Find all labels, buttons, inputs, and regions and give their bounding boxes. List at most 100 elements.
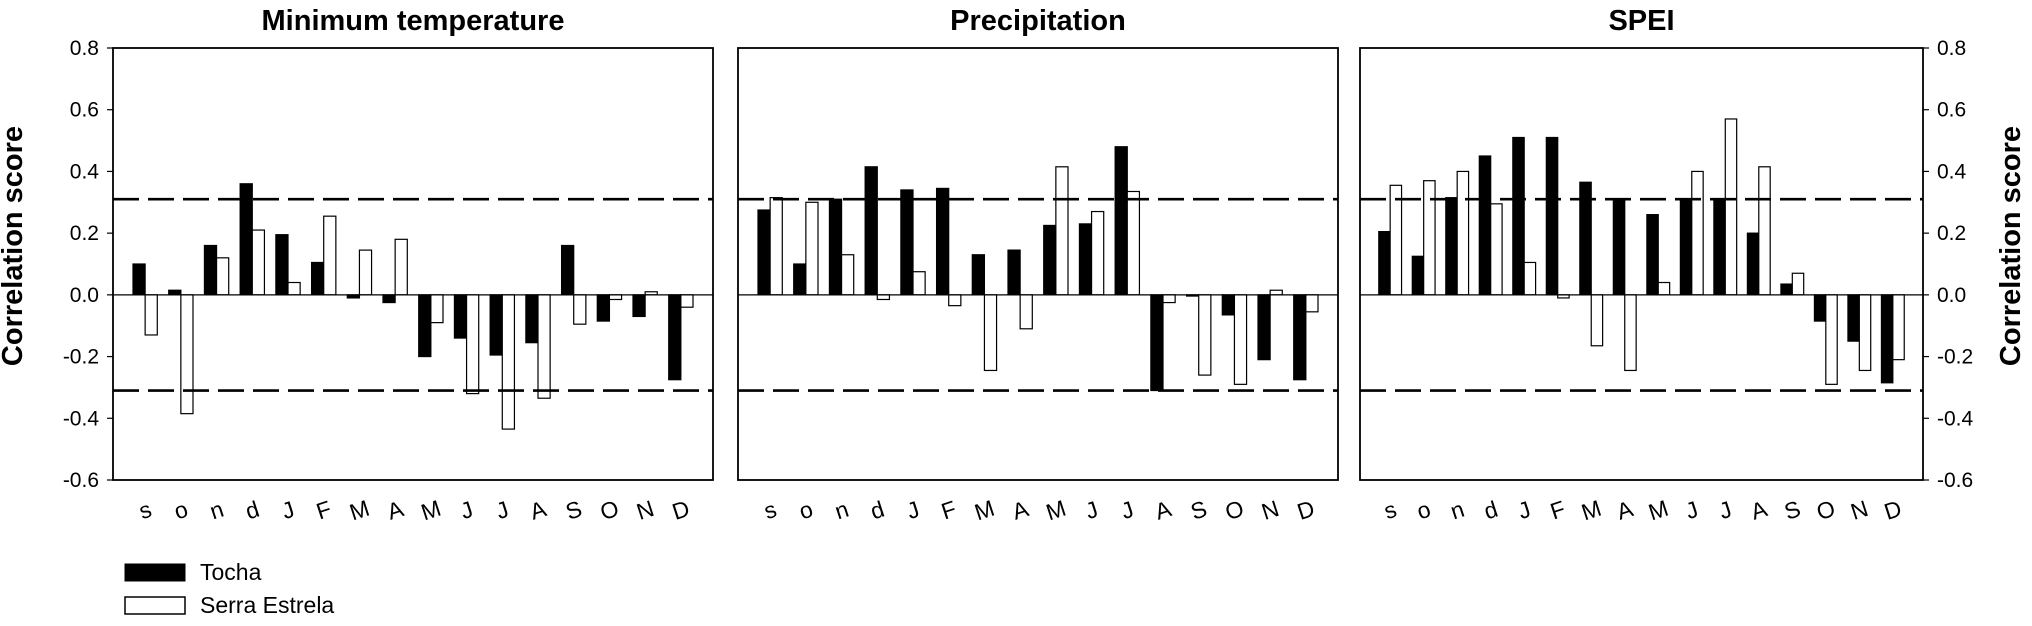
category-label: s	[761, 496, 780, 524]
bar-tocha-11	[489, 294, 503, 356]
category-label: F	[938, 495, 959, 524]
category-label: F	[1547, 495, 1568, 524]
y-tick-label: -0.6	[63, 469, 99, 492]
bar-tocha-6	[1545, 136, 1559, 296]
legend-label-serra-estrela: Serra Estrela	[200, 592, 334, 618]
category-label: N	[1847, 495, 1871, 525]
bar-tocha-5	[900, 189, 914, 296]
bar-serra-estrela-8	[394, 238, 408, 296]
bar-serra-estrela-13	[1198, 294, 1212, 376]
category-label: n	[206, 496, 226, 525]
category-label: A	[384, 495, 407, 525]
bar-serra-estrela-5	[287, 281, 301, 296]
bar-serra-estrela-9	[1055, 166, 1069, 296]
category-label: s	[1381, 496, 1400, 524]
y-tick-label: 0.8	[70, 37, 99, 60]
bar-serra-estrela-2	[1423, 180, 1436, 296]
category-label: J	[493, 496, 512, 524]
category-label: M	[971, 495, 997, 526]
bar-serra-estrela-11	[501, 294, 516, 430]
bar-tocha-8	[1612, 200, 1626, 296]
y-axis-label-right: Correlation score	[1995, 126, 2027, 366]
bar-serra-estrela-3	[840, 254, 855, 296]
category-label: J	[1682, 496, 1701, 524]
bar-serra-estrela-11	[1724, 118, 1738, 296]
category-label: A	[1152, 495, 1175, 525]
category-label: M	[1645, 495, 1671, 526]
category-label: O	[1813, 495, 1838, 525]
y-tick-label: -0.4	[63, 407, 100, 430]
y-tick-label: 0.6	[70, 99, 99, 122]
category-label: J	[279, 496, 298, 524]
category-label: S	[1187, 495, 1210, 524]
bar-serra-estrela-8	[1624, 294, 1637, 372]
bar-serra-estrela-10	[465, 294, 480, 395]
bar-serra-estrela-12	[1162, 294, 1176, 304]
bar-tocha-2	[168, 289, 182, 296]
bar-serra-estrela-10	[1691, 170, 1704, 296]
bar-tocha-13	[560, 244, 575, 296]
category-label: J	[904, 496, 923, 524]
bar-tocha-4	[864, 166, 878, 296]
category-label: D	[1881, 495, 1905, 525]
category-label: J	[1082, 496, 1101, 524]
category-label: M	[346, 495, 372, 526]
bar-tocha-15	[1847, 294, 1860, 342]
bar-tocha-1	[757, 209, 771, 296]
bar-tocha-3	[203, 244, 218, 296]
bar-serra-estrela-7	[358, 249, 373, 296]
bar-tocha-13	[1780, 283, 1793, 296]
y-tick-label: -0.2	[63, 346, 99, 369]
bar-serra-estrela-14	[1233, 294, 1248, 385]
bar-serra-estrela-16	[1892, 294, 1905, 361]
y-tick-label: 0.6	[1937, 99, 1966, 122]
category-label: o	[796, 496, 816, 525]
plot-frame	[737, 47, 1339, 481]
y-tick-label: 0.4	[1937, 160, 1967, 183]
category-label: N	[1258, 495, 1282, 525]
bar-serra-estrela-1	[769, 197, 783, 296]
bar-serra-estrela-9	[430, 294, 444, 324]
category-label: M	[1578, 495, 1604, 526]
y-tick-label: 0.8	[1937, 37, 1966, 60]
category-label: o	[1414, 496, 1434, 525]
bar-tocha-14	[1813, 294, 1827, 322]
bar-serra-estrela-15	[1269, 289, 1283, 296]
legend: Tocha Serra Estrela	[124, 559, 334, 618]
bar-serra-estrela-4	[876, 294, 891, 301]
y-axis-label-left: Correlation score	[0, 126, 29, 366]
category-label: n	[831, 496, 851, 525]
bar-serra-estrela-15	[1858, 294, 1872, 372]
category-label: M	[1043, 495, 1069, 526]
bar-tocha-2	[793, 263, 807, 296]
legend-label-tocha: Tocha	[200, 559, 262, 585]
bar-tocha-14	[596, 294, 611, 322]
bar-tocha-9	[1646, 214, 1659, 296]
bar-tocha-10	[453, 294, 468, 339]
category-label: J	[1716, 496, 1735, 524]
bar-serra-estrela-12	[1758, 166, 1771, 296]
bar-serra-estrela-1	[144, 294, 158, 336]
bar-tocha-11	[1713, 198, 1726, 296]
bar-tocha-9	[1043, 224, 1057, 296]
category-label: d	[867, 496, 887, 525]
category-label: n	[1447, 496, 1467, 525]
bar-tocha-9	[418, 294, 432, 358]
bar-tocha-2	[1411, 255, 1425, 296]
bar-tocha-10	[1679, 200, 1693, 296]
bar-tocha-15	[1257, 294, 1271, 361]
bar-serra-estrela-13	[1791, 272, 1805, 296]
bar-serra-estrela-3	[1456, 170, 1470, 296]
bar-serra-estrela-1	[1389, 184, 1403, 296]
bar-tocha-10	[1078, 223, 1093, 296]
category-label: J	[1515, 496, 1534, 524]
bar-serra-estrela-5	[1523, 261, 1537, 296]
y-tick-label: 0.4	[70, 160, 100, 183]
bar-tocha-4	[1478, 155, 1492, 296]
bar-tocha-8	[382, 294, 396, 304]
bar-serra-estrela-5	[912, 271, 926, 296]
